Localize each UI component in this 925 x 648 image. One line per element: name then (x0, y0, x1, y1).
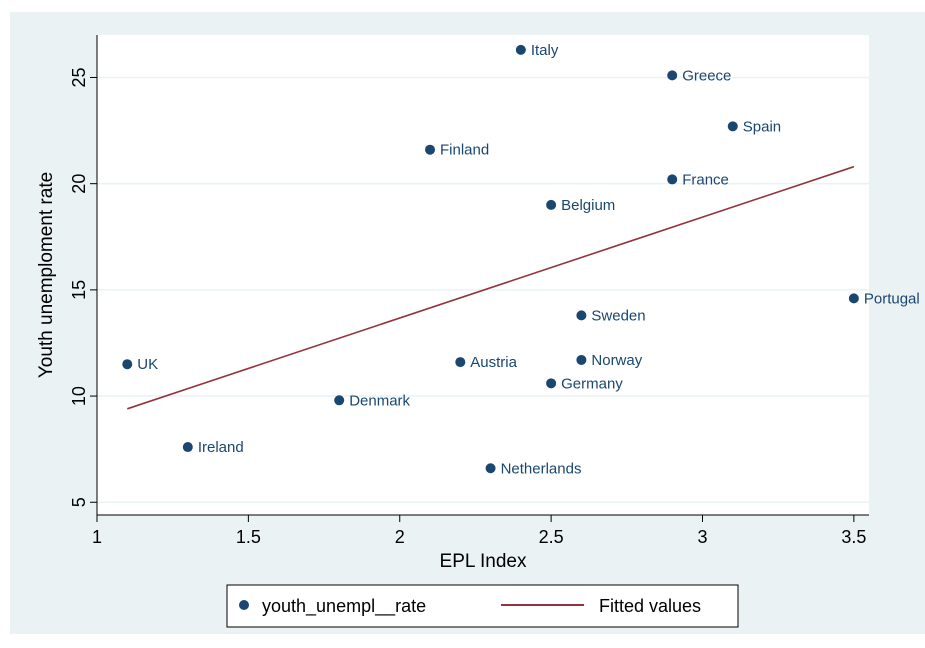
point-label: Belgium (561, 197, 615, 214)
grid-lines (97, 76, 869, 504)
point-label: Portugal (864, 290, 920, 307)
data-point (515, 44, 526, 55)
point-label: Finland (440, 142, 489, 159)
data-point (667, 70, 678, 81)
y-tick-label: 10 (69, 386, 89, 406)
point-label: Greece (682, 67, 731, 84)
plot-area (97, 35, 869, 515)
data-point (455, 357, 466, 368)
fitted-line-layer (127, 165, 855, 410)
x-axis-title: EPL Index (440, 551, 527, 572)
point-label: Netherlands (501, 460, 582, 477)
y-tick-label: 20 (69, 174, 89, 194)
x-tick-label: 1.5 (236, 527, 261, 547)
legend-label-fitted: Fitted values (599, 596, 701, 616)
data-point (576, 310, 587, 321)
legend-label-scatter: youth_unempl__rate (262, 596, 426, 617)
point-label: UK (137, 356, 158, 373)
data-point (485, 463, 496, 474)
legend: youth_unempl__rate Fitted values (226, 584, 739, 628)
legend-marker-scatter (239, 600, 249, 610)
x-tick-label: 3 (697, 527, 707, 547)
point-label: Italy (531, 42, 559, 59)
x-tick-label: 1 (92, 527, 102, 547)
y-axis-title: Youth unemploment rate (36, 172, 57, 378)
legend-box (226, 584, 739, 628)
data-point (727, 121, 738, 132)
point-label: Norway (591, 352, 642, 369)
data-point (425, 144, 436, 155)
data-point (546, 378, 557, 389)
point-label: Germany (561, 375, 623, 392)
point-label: Sweden (591, 307, 645, 324)
data-point (122, 359, 133, 370)
data-point (667, 174, 678, 185)
y-tick-label: 25 (69, 67, 89, 87)
data-point (546, 199, 557, 210)
x-tick-label: 3.5 (841, 527, 866, 547)
point-label: Austria (470, 354, 517, 371)
data-point (182, 442, 193, 453)
y-tick-label: 15 (69, 280, 89, 300)
axes: 5 10 15 20 25 1 1.5 2 2.5 3 3.5 (69, 35, 869, 547)
data-point (848, 293, 859, 304)
x-tick-label: 2.5 (539, 527, 564, 547)
fitted-line (127, 165, 855, 410)
data-point (334, 395, 345, 406)
x-tick-label: 2 (395, 527, 405, 547)
y-tick-label: 5 (69, 497, 89, 507)
points-layer: UK Ireland Denmark Finland Austria Netherland… (122, 42, 920, 477)
point-label: Spain (743, 118, 781, 135)
point-label: France (682, 171, 729, 188)
point-label: Denmark (349, 392, 410, 409)
point-label: Ireland (198, 439, 244, 456)
data-point (576, 354, 587, 365)
